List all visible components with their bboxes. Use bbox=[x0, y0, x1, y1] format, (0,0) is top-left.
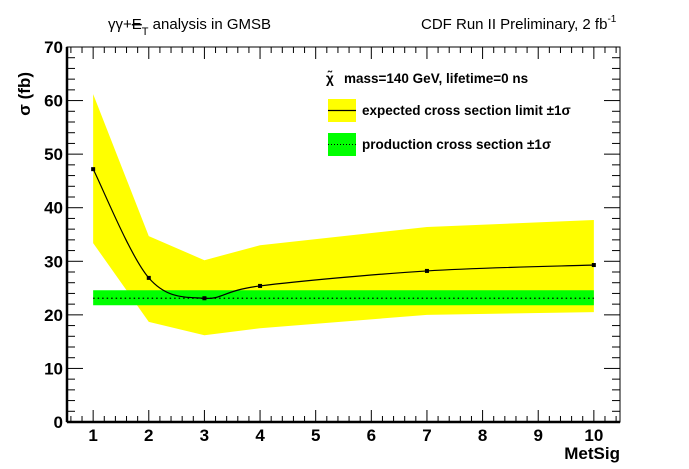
x-tick-label-10: 10 bbox=[584, 426, 603, 445]
x-tick-label-9: 9 bbox=[533, 426, 542, 445]
lines-layer bbox=[91, 167, 596, 301]
legend-header-symbol: χ̃ bbox=[326, 71, 334, 86]
band-production bbox=[93, 290, 594, 306]
expected-point-5 bbox=[591, 263, 596, 268]
x-tick-label-3: 3 bbox=[200, 426, 209, 445]
x-tick-label-5: 5 bbox=[311, 426, 320, 445]
y-tick-label-40: 40 bbox=[44, 199, 63, 218]
expected-point-2 bbox=[202, 296, 207, 301]
x-tick-label-4: 4 bbox=[255, 426, 265, 445]
y-tick-label-50: 50 bbox=[44, 145, 63, 164]
y-tick-label-60: 60 bbox=[44, 92, 63, 111]
y-tick-label-30: 30 bbox=[44, 252, 63, 271]
header-right-text: CDF Run II Preliminary, 2 fb bbox=[421, 16, 607, 33]
met-symbol: E bbox=[132, 16, 142, 33]
ticks-layer bbox=[67, 46, 620, 423]
expected-point-0 bbox=[91, 167, 96, 172]
header-left: γγ+ET analysis in GMSB bbox=[108, 16, 271, 38]
x-tick-label-8: 8 bbox=[478, 426, 487, 445]
legend-label-production: production cross section ±1σ bbox=[362, 137, 551, 152]
x-tick-label-7: 7 bbox=[422, 426, 431, 445]
bands-layer bbox=[93, 94, 594, 336]
met-subscript: T bbox=[142, 26, 149, 38]
y-tick-label-20: 20 bbox=[44, 306, 63, 325]
legend-header: mass=140 GeV, lifetime=0 ns bbox=[344, 71, 528, 86]
legend-entry-expected: expected cross section limit ±1σ bbox=[328, 99, 571, 122]
legend-entry-production: production cross section ±1σ bbox=[328, 133, 551, 156]
header-left-prefix: γγ+ bbox=[108, 16, 132, 33]
header-right: CDF Run II Preliminary, 2 fb-1 bbox=[421, 14, 617, 33]
x-tick-label-2: 2 bbox=[144, 426, 153, 445]
band-expected bbox=[93, 94, 594, 336]
expected-point-1 bbox=[146, 275, 151, 280]
plot-frame bbox=[65, 46, 621, 424]
header-left-suffix: analysis in GMSB bbox=[149, 16, 272, 33]
x-tick-label-6: 6 bbox=[367, 426, 376, 445]
x-axis-title: MetSig bbox=[564, 444, 620, 463]
y-tick-label-70: 70 bbox=[44, 38, 63, 57]
expected-limit-line bbox=[92, 168, 594, 299]
tick-labels-layer: 1 2 3 4 5 6 7 8 9 10 0 10 20 30 40 50 60 70 bbox=[44, 38, 603, 445]
y-tick-label-0: 0 bbox=[54, 413, 63, 432]
header-right-superscript: -1 bbox=[607, 14, 616, 25]
legend-label-expected: expected cross section limit ±1σ bbox=[362, 103, 571, 118]
expected-point-4 bbox=[424, 268, 429, 273]
expected-point-3 bbox=[258, 283, 263, 288]
legend-swatch-green bbox=[328, 133, 356, 156]
x-tick-label-1: 1 bbox=[88, 426, 97, 445]
legend: χ̃ mass=140 GeV, lifetime=0 ns expected … bbox=[326, 71, 571, 156]
y-axis-title: σ (fb) bbox=[15, 72, 34, 116]
y-tick-label-10: 10 bbox=[44, 359, 63, 378]
